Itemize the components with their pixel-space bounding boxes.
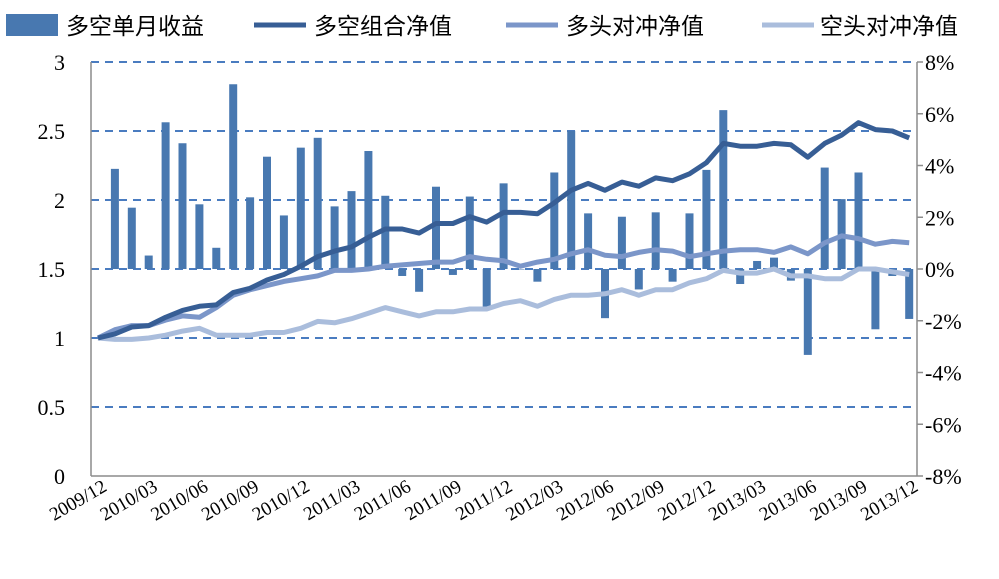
bar-monthly-return [381, 195, 390, 269]
bar-monthly-return [195, 204, 204, 269]
bar-monthly-return [246, 197, 255, 269]
bar-monthly-return [144, 255, 153, 269]
bar-monthly-return [617, 216, 626, 269]
y-left-tick-label: 2.5 [38, 119, 66, 144]
y-right-tick-label: 0% [925, 257, 954, 282]
x-tick-label: 2010/12 [249, 476, 313, 525]
bar-monthly-return [330, 206, 339, 269]
x-tick-label: 2012/09 [604, 476, 668, 525]
bar-monthly-return [178, 143, 187, 269]
y-left-tick-label: 1 [54, 326, 65, 351]
y-left-tick-label: 2 [54, 188, 65, 213]
bar-monthly-return [803, 269, 812, 355]
x-tick-label: 2011/09 [402, 476, 466, 525]
bar-monthly-return [905, 269, 914, 319]
legend-label-monthly-return: 多空单月收益 [66, 14, 204, 40]
y-left-tick-label: 1.5 [38, 257, 66, 282]
line-series [96, 120, 911, 342]
legend-swatch-monthly-return [6, 14, 58, 36]
bar-monthly-return [651, 212, 660, 269]
bar-monthly-return [516, 269, 525, 270]
bar-monthly-return [212, 247, 221, 269]
bar-monthly-return [279, 215, 288, 269]
bar-monthly-return [313, 137, 322, 269]
x-tick-label: 2012/03 [502, 476, 566, 525]
bar-monthly-return [533, 269, 542, 282]
x-tick-label: 2011/12 [452, 476, 516, 525]
y-right-tick-label: 8% [925, 50, 954, 75]
bar-monthly-return [567, 130, 576, 269]
x-tick-label: 2013/06 [756, 476, 820, 525]
x-tick-label: 2011/06 [351, 476, 415, 525]
x-tick-label: 2011/03 [300, 476, 364, 525]
bar-monthly-return [634, 269, 643, 290]
bar-monthly-return [229, 84, 238, 269]
legend: 多空单月收益 多空组合净值 多头对冲净值 空头对冲净值 [6, 14, 958, 40]
bar-monthly-return [364, 151, 373, 269]
bar-monthly-return [347, 191, 356, 269]
bar-monthly-return [702, 169, 711, 269]
y-right-tick-label: -6% [925, 412, 962, 437]
x-tick-label: 2013/12 [857, 476, 921, 525]
y-right-tick-label: -2% [925, 309, 962, 334]
y-right-tick-label: 2% [925, 205, 954, 230]
legend-label-long-short: 多空组合净值 [314, 14, 452, 40]
bar-monthly-return [668, 269, 677, 282]
bar-monthly-return [871, 269, 880, 330]
line-long-short-net [97, 120, 911, 341]
legend-label-short-hedge: 空头对冲净值 [820, 14, 958, 40]
axes: 00.511.522.53-8%-6%-4%-2%0%2%4%6%8%2009/… [38, 50, 962, 525]
legend-label-long-hedge: 多头对冲净值 [566, 14, 704, 40]
bar-monthly-return [719, 110, 728, 269]
x-tick-label: 2012/12 [654, 476, 718, 525]
bar-monthly-return [770, 257, 778, 269]
x-tick-label: 2010/09 [198, 476, 262, 525]
y-left-tick-label: 0.5 [38, 395, 66, 420]
y-right-tick-label: -8% [925, 464, 962, 489]
y-right-tick-label: 4% [925, 154, 954, 179]
bar-monthly-return [161, 122, 170, 269]
bar-monthly-return [685, 213, 694, 269]
bar-monthly-return [432, 186, 440, 269]
bar-monthly-return [854, 172, 863, 269]
x-tick-label: 2012/06 [553, 476, 617, 525]
bar-monthly-return [110, 168, 119, 269]
bar-series [110, 84, 914, 355]
bar-monthly-return [499, 183, 508, 269]
bar-monthly-return [127, 207, 136, 269]
y-left-tick-label: 3 [54, 50, 65, 75]
bar-monthly-return [465, 196, 474, 269]
x-tick-label: 2010/03 [97, 476, 161, 525]
bar-monthly-return [820, 167, 829, 269]
bar-monthly-return [415, 269, 424, 292]
x-tick-label: 2013/09 [807, 476, 871, 525]
x-tick-label: 2010/06 [147, 476, 211, 525]
bar-monthly-return [448, 269, 457, 275]
bar-monthly-return [550, 172, 559, 269]
bar-monthly-return [736, 269, 745, 285]
bar-monthly-return [296, 147, 305, 269]
bar-monthly-return [753, 260, 762, 269]
bar-monthly-return [482, 269, 491, 307]
bar-monthly-return [263, 156, 271, 269]
y-right-tick-label: 6% [925, 102, 954, 127]
x-tick-label: 2013/03 [705, 476, 769, 525]
bar-monthly-return [398, 269, 407, 276]
y-left-tick-label: 0 [54, 464, 65, 489]
line-short-hedge-net [97, 266, 910, 342]
y-right-tick-label: -4% [925, 361, 962, 386]
bar-monthly-return [584, 213, 593, 269]
